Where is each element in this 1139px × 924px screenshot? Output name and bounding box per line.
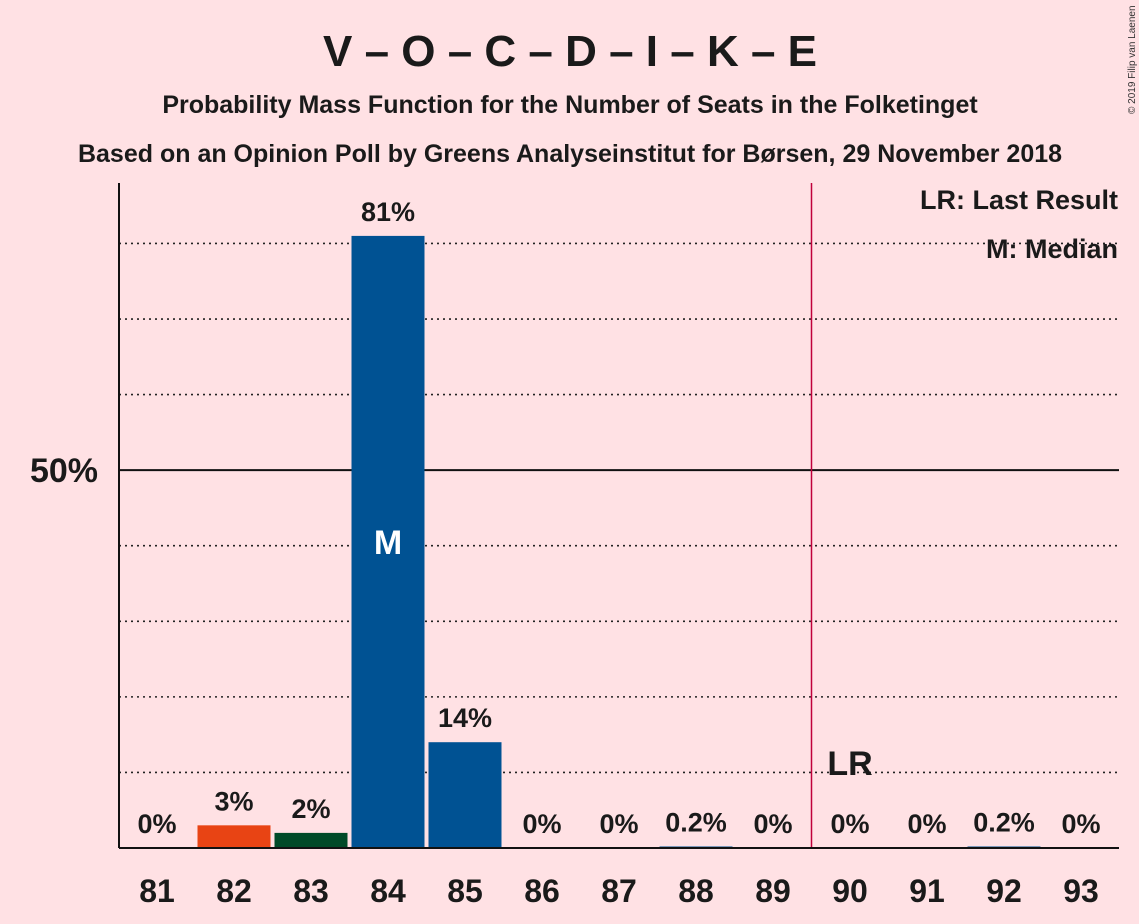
x-tick-90: 90 [832, 873, 868, 909]
value-label-82: 3% [214, 786, 253, 816]
median-marker: M [374, 524, 402, 562]
x-tick-84: 84 [370, 873, 406, 909]
x-tick-81: 81 [139, 873, 175, 909]
chart-title: V – O – C – D – I – K – E [323, 27, 817, 76]
bar-83 [274, 832, 348, 848]
gridlines [119, 183, 1119, 848]
x-tick-85: 85 [447, 873, 483, 909]
x-tick-93: 93 [1063, 873, 1099, 909]
x-tick-86: 86 [524, 873, 560, 909]
x-tick-82: 82 [216, 873, 252, 909]
value-label-91: 0% [907, 809, 946, 839]
chart-subtitle: Probability Mass Function for the Number… [162, 91, 978, 119]
value-label-92: 0.2% [973, 807, 1035, 837]
value-label-87: 0% [599, 809, 638, 839]
value-label-85: 14% [438, 703, 492, 733]
x-tick-89: 89 [755, 873, 791, 909]
bars [197, 235, 1041, 849]
x-tick-92: 92 [986, 873, 1022, 909]
value-label-84: 81% [361, 197, 415, 227]
legend-median: M: Median [986, 234, 1118, 264]
bar-85 [428, 742, 502, 848]
bar-84 [351, 235, 425, 849]
x-axis: 81 82 83 84 85 86 87 88 89 90 91 92 93 [119, 847, 1119, 909]
value-label-90: 0% [830, 809, 869, 839]
chart-source: Based on an Opinion Poll by Greens Analy… [78, 140, 1062, 168]
value-label-81: 0% [137, 809, 176, 839]
value-label-93: 0% [1061, 809, 1100, 839]
copyright: © 2019 Filip van Laenen [1127, 5, 1138, 114]
data-labels: 0% 3% 2% 81% 14% 0% 0% 0.2% 0% 0% 0% 0.2% 0% M LR [137, 197, 1100, 839]
legend-last-result: LR: Last Result [920, 185, 1118, 215]
x-tick-87: 87 [601, 873, 637, 909]
x-tick-91: 91 [909, 873, 945, 909]
value-label-88: 0.2% [665, 807, 727, 837]
bar-82 [197, 825, 271, 848]
value-label-86: 0% [522, 809, 561, 839]
y-axis: 50% [30, 183, 120, 848]
y-tick-label: 50% [30, 452, 98, 490]
last-result-marker: LR [827, 745, 872, 783]
value-label-89: 0% [753, 809, 792, 839]
value-label-83: 2% [291, 794, 330, 824]
x-tick-88: 88 [678, 873, 714, 909]
x-tick-83: 83 [293, 873, 329, 909]
